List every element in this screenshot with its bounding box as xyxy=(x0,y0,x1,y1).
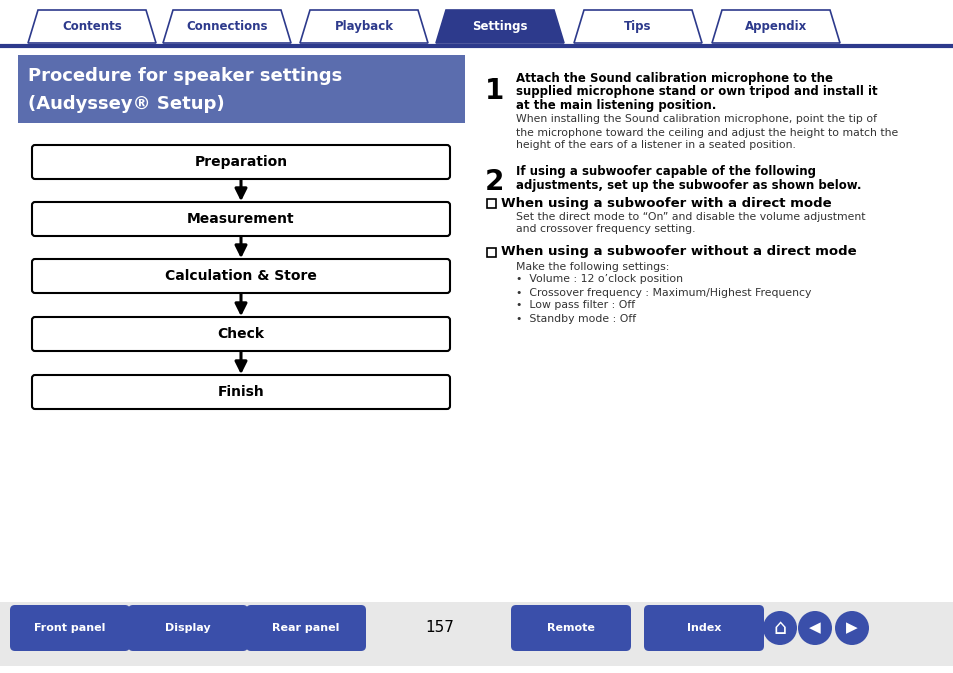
Text: Index: Index xyxy=(686,623,720,633)
Polygon shape xyxy=(436,10,563,43)
Polygon shape xyxy=(711,10,840,43)
Text: •  Volume : 12 o’clock position: • Volume : 12 o’clock position xyxy=(516,275,682,285)
Text: ▶: ▶ xyxy=(845,621,857,635)
Text: and crossover frequency setting.: and crossover frequency setting. xyxy=(516,225,695,234)
FancyBboxPatch shape xyxy=(486,199,496,207)
Text: Tips: Tips xyxy=(623,20,651,33)
FancyBboxPatch shape xyxy=(32,375,450,409)
Circle shape xyxy=(834,611,868,645)
Text: supplied microphone stand or own tripod and install it: supplied microphone stand or own tripod … xyxy=(516,85,877,98)
Text: 2: 2 xyxy=(484,168,504,197)
Text: Finish: Finish xyxy=(217,385,264,399)
FancyBboxPatch shape xyxy=(0,602,953,666)
Text: Attach the Sound calibration microphone to the: Attach the Sound calibration microphone … xyxy=(516,72,832,85)
Text: (Audyssey® Setup): (Audyssey® Setup) xyxy=(28,95,224,113)
Polygon shape xyxy=(163,10,291,43)
Text: at the main listening position.: at the main listening position. xyxy=(516,99,716,112)
Text: When installing the Sound calibration microphone, point the tip of: When installing the Sound calibration mi… xyxy=(516,114,876,125)
FancyBboxPatch shape xyxy=(246,605,366,651)
FancyBboxPatch shape xyxy=(486,248,496,256)
Text: Measurement: Measurement xyxy=(187,212,294,226)
Text: 157: 157 xyxy=(425,621,454,635)
Text: If using a subwoofer capable of the following: If using a subwoofer capable of the foll… xyxy=(516,166,815,178)
Text: Remote: Remote xyxy=(546,623,595,633)
Text: Set the direct mode to “On” and disable the volume adjustment: Set the direct mode to “On” and disable … xyxy=(516,211,864,221)
Text: When using a subwoofer with a direct mode: When using a subwoofer with a direct mod… xyxy=(500,197,831,209)
Text: •  Low pass filter : Off: • Low pass filter : Off xyxy=(516,301,635,310)
Text: •  Standby mode : Off: • Standby mode : Off xyxy=(516,314,636,324)
Text: Procedure for speaker settings: Procedure for speaker settings xyxy=(28,67,342,85)
FancyBboxPatch shape xyxy=(18,55,464,123)
Text: •  Crossover frequency : Maximum/Highest Frequency: • Crossover frequency : Maximum/Highest … xyxy=(516,287,810,297)
FancyBboxPatch shape xyxy=(32,317,450,351)
Text: Front panel: Front panel xyxy=(34,623,106,633)
Text: Preparation: Preparation xyxy=(194,155,287,169)
FancyBboxPatch shape xyxy=(32,145,450,179)
Text: ◀: ◀ xyxy=(808,621,820,635)
Text: Check: Check xyxy=(217,327,264,341)
Text: Playback: Playback xyxy=(335,20,393,33)
FancyBboxPatch shape xyxy=(643,605,763,651)
Polygon shape xyxy=(574,10,701,43)
Polygon shape xyxy=(28,10,156,43)
FancyBboxPatch shape xyxy=(128,605,248,651)
Text: Appendix: Appendix xyxy=(744,20,806,33)
Circle shape xyxy=(762,611,796,645)
Text: 1: 1 xyxy=(484,77,504,105)
Circle shape xyxy=(797,611,831,645)
FancyBboxPatch shape xyxy=(32,202,450,236)
Text: Calculation & Store: Calculation & Store xyxy=(165,269,316,283)
Text: height of the ears of a listener in a seated position.: height of the ears of a listener in a se… xyxy=(516,141,795,151)
Text: Rear panel: Rear panel xyxy=(272,623,339,633)
Text: the microphone toward the ceiling and adjust the height to match the: the microphone toward the ceiling and ad… xyxy=(516,127,898,137)
Text: Display: Display xyxy=(165,623,211,633)
Text: Make the following settings:: Make the following settings: xyxy=(516,262,669,271)
FancyBboxPatch shape xyxy=(10,605,130,651)
Text: ⌂: ⌂ xyxy=(773,618,786,638)
Text: Connections: Connections xyxy=(186,20,268,33)
Text: adjustments, set up the subwoofer as shown below.: adjustments, set up the subwoofer as sho… xyxy=(516,179,861,192)
Text: When using a subwoofer without a direct mode: When using a subwoofer without a direct … xyxy=(500,246,856,258)
FancyBboxPatch shape xyxy=(32,259,450,293)
Polygon shape xyxy=(299,10,428,43)
Text: Contents: Contents xyxy=(62,20,122,33)
Text: Settings: Settings xyxy=(472,20,527,33)
FancyBboxPatch shape xyxy=(511,605,630,651)
